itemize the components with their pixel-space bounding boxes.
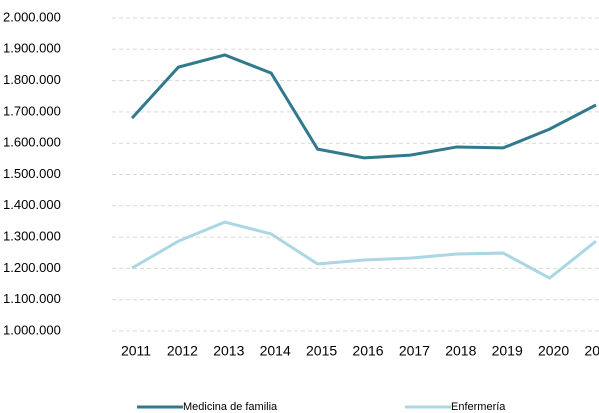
x-tick-label: 2013 bbox=[213, 343, 244, 359]
x-tick-label: 2014 bbox=[260, 343, 291, 359]
y-tick-label: 1.600.000 bbox=[3, 135, 61, 150]
legend-label: Medicina de familia bbox=[183, 401, 278, 413]
y-tick-label: 1.400.000 bbox=[3, 197, 61, 212]
x-tick-label: 2020 bbox=[538, 343, 569, 359]
x-tick-label: 2015 bbox=[306, 343, 337, 359]
x-tick-label: 2012 bbox=[167, 343, 198, 359]
y-tick-label: 1.800.000 bbox=[3, 72, 61, 87]
x-tick-label: 2019 bbox=[492, 343, 523, 359]
x-tick-label: 2011 bbox=[121, 343, 151, 359]
x-tick-label: 2017 bbox=[399, 343, 430, 359]
y-tick-label: 2.000.000 bbox=[3, 9, 61, 24]
legend-label: Enfermería bbox=[451, 401, 506, 413]
x-tick-label: 2018 bbox=[445, 343, 476, 359]
y-tick-label: 1.200.000 bbox=[3, 260, 61, 275]
x-tick-label: 2021 bbox=[584, 343, 599, 359]
y-tick-label: 1.000.000 bbox=[3, 322, 61, 337]
y-tick-label: 1.300.000 bbox=[3, 229, 61, 244]
y-tick-label: 1.100.000 bbox=[3, 291, 61, 306]
y-tick-label: 1.900.000 bbox=[3, 41, 61, 56]
y-tick-label: 1.500.000 bbox=[3, 166, 61, 181]
series-line bbox=[130, 53, 597, 160]
series-line bbox=[131, 220, 597, 280]
x-tick-label: 2016 bbox=[352, 343, 383, 359]
y-tick-label: 1.700.000 bbox=[3, 103, 61, 118]
